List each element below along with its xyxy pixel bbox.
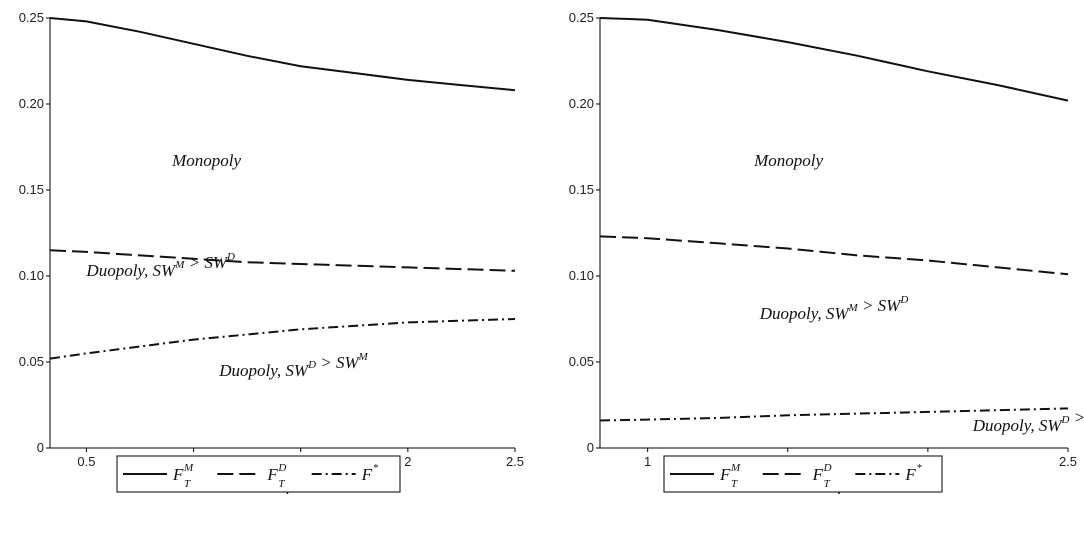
y-tick-label: 0.15	[569, 182, 594, 197]
x-tick-label: 2	[404, 454, 411, 469]
legend-label-Fstar: F	[361, 465, 373, 484]
y-tick-label: 0	[37, 440, 44, 455]
legend-sub: T	[278, 478, 285, 490]
y-tick-label: 0.15	[19, 182, 44, 197]
chart-panel-2: 00.050.100.150.200.2511.522.5γMonopolyDu…	[569, 10, 1084, 495]
y-tick-label: 0.25	[19, 10, 44, 25]
series-line-Fstar	[599, 407, 1069, 422]
region-label-monopoly: Monopoly	[753, 151, 823, 170]
series-line-FTD	[49, 249, 516, 272]
legend-label-FTD: F	[266, 465, 278, 484]
y-tick-label: 0.10	[569, 268, 594, 283]
legend-sub: T	[731, 478, 738, 490]
legend-sup: M	[183, 462, 194, 474]
y-tick-label: 0.10	[19, 268, 44, 283]
legend-sub: T	[824, 478, 831, 490]
region-label-duo2: Duopoly, SWD > SWM	[972, 406, 1084, 435]
region-label-duo1: Duopoly, SWM > SWD	[759, 294, 909, 323]
legend: F MT F DT F *	[116, 455, 401, 493]
x-tick-label: 1	[644, 454, 651, 469]
y-tick-label: 0.05	[19, 354, 44, 369]
series-line-FTM	[599, 17, 1069, 102]
series-line-Fstar	[49, 318, 516, 360]
series-line-FTD	[599, 235, 1069, 276]
legend-label-Fstar: F	[904, 465, 916, 484]
region-label-duo1: Duopoly, SWM > SWD	[85, 251, 235, 280]
series-line-FTM	[49, 17, 516, 92]
y-tick-label: 0.20	[19, 96, 44, 111]
legend-label-FTM: F	[172, 465, 184, 484]
y-tick-label: 0.05	[569, 354, 594, 369]
legend-sup: D	[277, 462, 286, 474]
legend-sup: *	[916, 462, 922, 474]
legend: F MT F DT F *	[663, 455, 943, 493]
x-tick-label: 2.5	[1059, 454, 1077, 469]
legend-sub: T	[184, 478, 191, 490]
x-tick-label: 0.5	[77, 454, 95, 469]
chart-panel-1: 00.050.100.150.200.250.511.522.5γMonopol…	[19, 10, 524, 495]
legend-sup: D	[823, 462, 832, 474]
legend-sup: M	[730, 462, 741, 474]
legend-label-FTM: F	[719, 465, 731, 484]
legend-sup: *	[373, 462, 379, 474]
x-tick-label: 2.5	[506, 454, 524, 469]
legend-label-FTD: F	[812, 465, 824, 484]
region-label-monopoly: Monopoly	[171, 151, 241, 170]
y-tick-label: 0.20	[569, 96, 594, 111]
y-tick-label: 0.25	[569, 10, 594, 25]
region-label-duo2: Duopoly, SWD > SWM	[218, 351, 368, 380]
y-tick-label: 0	[587, 440, 594, 455]
